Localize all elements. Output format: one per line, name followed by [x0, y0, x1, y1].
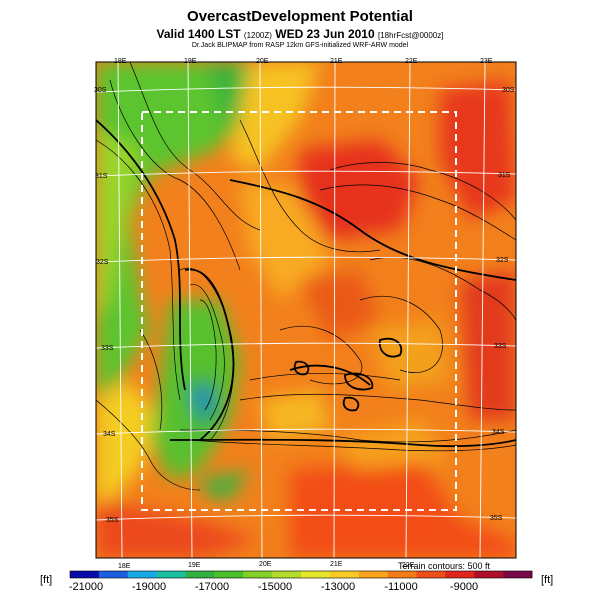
- lat-left-label: 31S: [95, 173, 108, 180]
- colorbar-tick-label: -15000: [258, 581, 292, 593]
- lon-bottom-label: 18E: [118, 563, 131, 570]
- map-grid-labels: 18E 19E 20E 21E 22E 23E 18E 19E 20E 21E …: [94, 58, 515, 570]
- lat-lon-grid: [96, 62, 516, 558]
- forecast-tag: [18hrFcst@0000z]: [377, 31, 444, 40]
- lat-left-label: 34S: [103, 431, 116, 438]
- lat-right-label: 30S: [502, 87, 515, 94]
- lat-left-label: 33S: [101, 345, 114, 352]
- colorbar-cells: [69, 570, 533, 579]
- colorbar-cell: [358, 571, 388, 578]
- map-title: OvercastDevelopment Potential: [187, 8, 413, 25]
- colorbar-cell: [156, 571, 186, 578]
- major-contours: [96, 119, 516, 448]
- colorbar-cell: [127, 571, 157, 578]
- valid-main: Valid 1400 LST: [156, 27, 241, 41]
- lat-right-label: 31S: [498, 172, 511, 179]
- colorbar-unit-left: [ft]: [40, 574, 53, 586]
- model-credit: Dr.Jack BLIPMAP from RASP 12km GFS-initi…: [191, 42, 409, 49]
- inner-domain-box: [141, 111, 457, 511]
- colorbar-cell: [503, 571, 533, 578]
- field-layer: [96, 62, 516, 558]
- lon-top-label: 21E: [330, 58, 343, 65]
- colorbar-cell: [445, 571, 475, 578]
- colorbar-cell: [70, 571, 100, 578]
- terrain-contour-note: Terrain contours: 500 ft: [398, 561, 491, 571]
- colorbar-cell: [98, 571, 129, 578]
- colorbar-tick-label: -21000: [69, 581, 103, 593]
- lon-top-label: 19E: [184, 58, 197, 65]
- valid-utc: (1200Z): [243, 31, 272, 40]
- colorbar-frame: [69, 570, 533, 579]
- colorbar-unit-right: [ft]: [541, 574, 554, 586]
- lat-left-label: 30S: [94, 87, 107, 94]
- colorbar-tick-label: -9000: [450, 581, 478, 593]
- lon-bottom-label: 20E: [259, 561, 272, 568]
- lon-top-label: 20E: [256, 58, 269, 65]
- colorbar-cell: [329, 571, 360, 578]
- map-frame: [95, 61, 517, 559]
- lat-left-label: 32S: [96, 259, 109, 266]
- colorbar-cell: [214, 571, 244, 578]
- valid-date: WED 23 Jun 2010: [275, 27, 375, 41]
- colorbar-cell: [416, 571, 446, 578]
- colorbar-cell: [185, 571, 215, 578]
- colorbar-cell: [243, 571, 273, 578]
- lon-top-label: 23E: [480, 58, 493, 65]
- terrain-contours: [96, 62, 516, 491]
- lon-bottom-label: 19E: [188, 562, 201, 569]
- valid-time: Valid 1400 LST (1200Z) WED 23 Jun 2010 […: [0, 27, 600, 41]
- colorbar-tick-label: -11000: [384, 581, 417, 593]
- lat-right-label: 33S: [494, 343, 507, 350]
- lon-top-label: 22E: [405, 58, 418, 65]
- lon-bottom-label: 22E: [402, 562, 415, 569]
- lon-top-label: 18E: [114, 58, 127, 65]
- lat-right-label: 34S: [492, 429, 505, 436]
- colorbar-cell: [272, 571, 302, 578]
- colorbar-cell: [474, 571, 504, 578]
- colorbar-tick-label: -17000: [195, 581, 229, 593]
- colorbar-cell: [387, 571, 417, 578]
- colorbar-tick-label: -19000: [132, 581, 166, 593]
- lat-left-label: 35S: [106, 517, 119, 524]
- lat-right-label: 35S: [490, 515, 503, 522]
- lon-bottom-label: 21E: [330, 561, 343, 568]
- colorbar-cell: [301, 571, 331, 578]
- colorbar-tick-labels: -21000 -19000 -17000 -15000 -13000 -1100…: [69, 581, 478, 593]
- lat-right-label: 32S: [496, 257, 509, 264]
- colorbar-tick-label: -13000: [321, 581, 355, 593]
